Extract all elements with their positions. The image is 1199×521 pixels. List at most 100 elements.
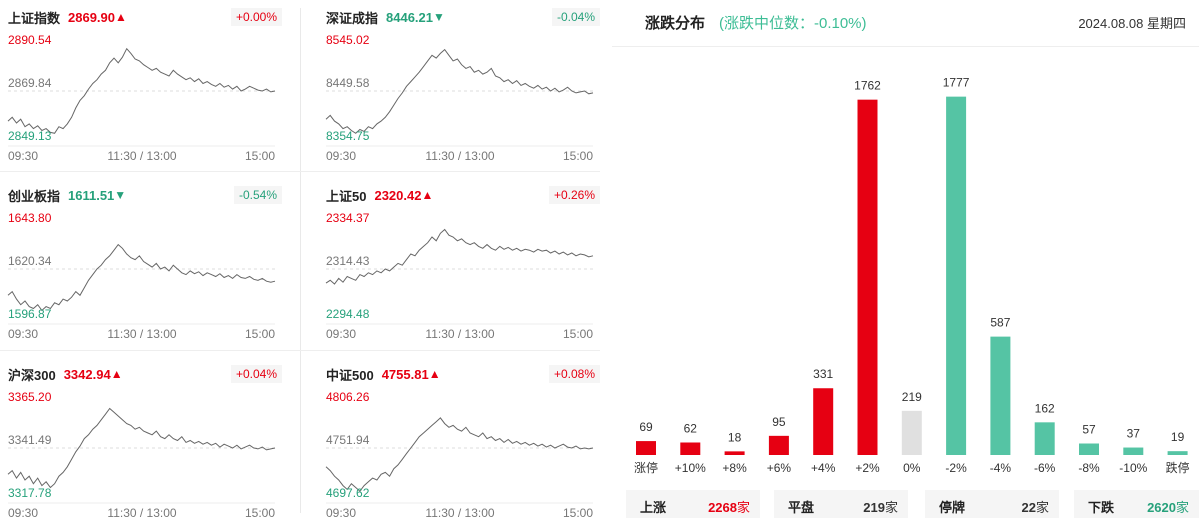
index-intraday-chart: 1643.80 1620.34 1596.87 09:30 11:30 / 13:00 1… bbox=[7, 211, 275, 341]
distribution-bar bbox=[1079, 443, 1099, 455]
index-price: 2320.42 bbox=[374, 187, 422, 203]
index-header: 中证500 4755.81 ▲ +0.08% bbox=[326, 365, 600, 383]
distribution-bar-chart: 69 涨停 62 +10% 18 +8% 95 +6% 331 +4% 1762 +2% 219 0% 17… bbox=[634, 76, 1190, 475]
summary-label: 下跌 bbox=[1088, 500, 1115, 515]
x-start-time-label: 09:30 bbox=[326, 506, 356, 520]
index-card[interactable]: 上证50 2320.42 ▲ +0.26% 2334.37 2314.43 2294.48 0… bbox=[318, 178, 608, 346]
summary-item-flat: 停牌 22家 bbox=[925, 490, 1059, 518]
distribution-bar bbox=[946, 96, 967, 455]
x-mid-time-label: 11:30 / 13:00 bbox=[107, 327, 176, 341]
bar-value-label: 19 bbox=[1171, 430, 1185, 444]
distribution-bar bbox=[768, 435, 789, 455]
x-mid-time-label: 11:30 / 13:00 bbox=[107, 506, 176, 520]
index-intraday-chart: 4806.26 4751.94 4697.62 09:30 11:30 / 13:00 1… bbox=[325, 390, 593, 520]
distribution-bar bbox=[990, 336, 1011, 455]
index-overview-panel: 上证指数 2869.90 ▲ +0.00% 2890.54 2869.84 2849.13 0… bbox=[0, 0, 608, 521]
index-card[interactable]: 深证成指 8446.21 ▼ -0.04% 8545.02 8449.58 8354.75 0… bbox=[318, 0, 608, 168]
distribution-title: 涨跌分布 bbox=[645, 15, 706, 32]
summary-item-flat: 平盘 219家 bbox=[774, 490, 908, 518]
summary-count: 2620 bbox=[1147, 500, 1176, 515]
index-header: 创业板指 1611.51 ▼ -0.54% bbox=[8, 186, 282, 204]
summary-value: 219家 bbox=[863, 497, 898, 516]
distribution-bar bbox=[857, 99, 878, 455]
index-card[interactable]: 上证指数 2869.90 ▲ +0.00% 2890.54 2869.84 2849.13 0… bbox=[0, 0, 290, 168]
index-change-badge: +0.08% bbox=[548, 365, 600, 383]
index-change-badge: +0.00% bbox=[230, 8, 282, 26]
x-end-time-label: 15:00 bbox=[245, 149, 275, 163]
summary-value: 2620家 bbox=[1147, 497, 1189, 516]
index-name: 创业板指 bbox=[8, 188, 61, 204]
x-start-time-label: 09:30 bbox=[8, 327, 38, 341]
distribution-bar bbox=[1034, 422, 1055, 455]
distribution-bar bbox=[680, 442, 701, 455]
x-start-time-label: 09:30 bbox=[326, 149, 356, 163]
summary-unit: 家 bbox=[736, 500, 750, 515]
distribution-date: 2024.08.08 星期四 bbox=[1078, 16, 1186, 31]
distribution-bar bbox=[636, 441, 656, 455]
index-name: 中证500 bbox=[326, 367, 374, 383]
index-intraday-chart: 2890.54 2869.84 2849.13 09:30 11:30 / 13:00 1… bbox=[7, 33, 275, 163]
summary-label: 上涨 bbox=[640, 500, 667, 515]
y-mid-label: 2869.84 bbox=[8, 76, 52, 90]
index-change-badge: +0.26% bbox=[548, 186, 600, 204]
index-card[interactable]: 中证500 4755.81 ▲ +0.08% 4806.26 4751.94 4697.62… bbox=[318, 357, 608, 521]
summary-unit: 家 bbox=[884, 500, 898, 515]
bar-category-label: +6% bbox=[767, 461, 792, 475]
bar-value-label: 37 bbox=[1127, 427, 1141, 441]
bar-value-label: 57 bbox=[1082, 423, 1096, 437]
y-mid-label: 1620.34 bbox=[8, 254, 52, 268]
distribution-panel: 涨跌分布 (涨跌中位数：-0.10%) 2024.08.08 星期四 69 涨停 6… bbox=[612, 0, 1199, 521]
x-mid-time-label: 11:30 / 13:00 bbox=[425, 149, 494, 163]
summary-value: 22家 bbox=[1022, 497, 1049, 516]
y-mid-label: 8449.58 bbox=[326, 76, 370, 90]
y-low-label: 3317.78 bbox=[8, 486, 52, 500]
index-trend-arrow-icon: ▲ bbox=[428, 367, 441, 381]
index-change-badge: -0.54% bbox=[233, 186, 282, 204]
x-end-time-label: 15:00 bbox=[563, 327, 593, 341]
bar-category-label: -6% bbox=[1034, 461, 1056, 475]
x-mid-time-label: 11:30 / 13:00 bbox=[425, 327, 494, 341]
summary-count: 22 bbox=[1021, 500, 1036, 515]
bar-value-label: 1777 bbox=[943, 76, 970, 90]
index-trend-arrow-icon: ▲ bbox=[110, 367, 123, 381]
index-card[interactable]: 创业板指 1611.51 ▼ -0.54% 1643.80 1620.34 1596.87 0… bbox=[0, 178, 290, 346]
bar-category-label: +2% bbox=[855, 461, 880, 475]
x-end-time-label: 15:00 bbox=[245, 506, 275, 520]
index-name: 上证指数 bbox=[8, 10, 61, 26]
y-high-label: 2890.54 bbox=[8, 33, 52, 47]
intraday-price-line bbox=[7, 407, 276, 489]
index-intraday-chart: 2334.37 2314.43 2294.48 09:30 11:30 / 13:00 1… bbox=[325, 211, 593, 341]
distribution-subtitle: (涨跌中位数：-0.10%) bbox=[719, 15, 867, 32]
index-name: 深证成指 bbox=[326, 10, 379, 26]
y-mid-label: 2314.43 bbox=[326, 254, 370, 268]
y-high-label: 1643.80 bbox=[8, 211, 52, 225]
index-change-badge: +0.04% bbox=[230, 365, 282, 383]
summary-unit: 家 bbox=[1175, 500, 1189, 515]
row-divider bbox=[0, 350, 600, 351]
index-price: 1611.51 bbox=[68, 187, 115, 203]
x-end-time-label: 15:00 bbox=[563, 506, 593, 520]
index-name: 沪深300 bbox=[8, 367, 56, 383]
bar-category-label: +8% bbox=[722, 461, 747, 475]
bar-category-label: -10% bbox=[1119, 461, 1147, 475]
header-divider bbox=[612, 46, 1199, 47]
index-intraday-chart: 8545.02 8449.58 8354.75 09:30 11:30 / 13:00 1… bbox=[325, 33, 593, 163]
summary-label: 平盘 bbox=[788, 500, 815, 515]
bar-category-label: +4% bbox=[811, 461, 836, 475]
index-trend-arrow-icon: ▲ bbox=[421, 188, 434, 202]
index-header: 深证成指 8446.21 ▼ -0.04% bbox=[326, 8, 600, 26]
index-header: 上证指数 2869.90 ▲ +0.00% bbox=[8, 8, 282, 26]
bar-value-label: 18 bbox=[728, 430, 742, 444]
x-mid-time-label: 11:30 / 13:00 bbox=[425, 506, 494, 520]
index-card[interactable]: 沪深300 3342.94 ▲ +0.04% 3365.20 3341.49 3317.78… bbox=[0, 357, 290, 521]
index-intraday-chart: 3365.20 3341.49 3317.78 09:30 11:30 / 13:00 1… bbox=[7, 390, 276, 520]
bar-category-label: -4% bbox=[990, 461, 1012, 475]
index-trend-arrow-icon: ▼ bbox=[433, 10, 445, 24]
index-trend-arrow-icon: ▼ bbox=[114, 188, 127, 202]
x-start-time-label: 09:30 bbox=[8, 506, 38, 520]
y-low-label: 2294.48 bbox=[326, 307, 370, 321]
index-header: 沪深300 3342.94 ▲ +0.04% bbox=[8, 365, 282, 383]
y-high-label: 8545.02 bbox=[326, 33, 370, 47]
index-price: 3342.94 bbox=[63, 366, 111, 382]
bar-category-label: 跌停 bbox=[1166, 460, 1190, 475]
